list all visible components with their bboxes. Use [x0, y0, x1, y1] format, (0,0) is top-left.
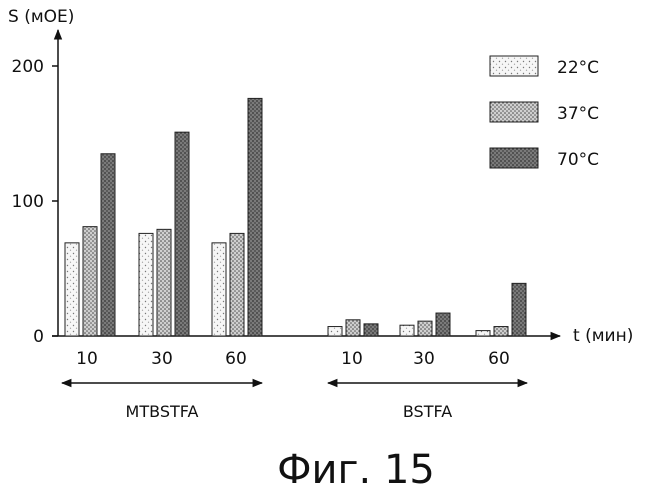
bar-37c-2 — [157, 229, 171, 336]
group-label: BSTFA — [403, 402, 452, 421]
x-tick-label: 10 — [76, 349, 98, 369]
legend-label: 22°C — [557, 58, 599, 78]
y-tick-label: 0 — [33, 327, 44, 347]
bar-70c-1 — [101, 154, 115, 336]
x-tick-label: 30 — [151, 349, 173, 369]
bar-22c-4 — [328, 327, 342, 336]
bar-37c-3 — [230, 233, 244, 336]
bar-70c-2 — [175, 132, 189, 336]
bar-37c-6 — [494, 327, 508, 336]
bar-37c-5 — [418, 321, 432, 336]
bar-70c-4 — [364, 324, 378, 336]
bar-22c-3 — [212, 243, 226, 336]
bar-22c-1 — [65, 243, 79, 336]
x-axis-label: t (мин) — [573, 326, 633, 346]
legend-swatch — [490, 102, 538, 122]
x-tick-label: 10 — [341, 349, 363, 369]
bar-37c-1 — [83, 227, 97, 336]
bar-22c-6 — [476, 331, 490, 336]
group-label: MTBSTFA — [126, 402, 199, 421]
bar-22c-5 — [400, 325, 414, 336]
y-tick-label: 100 — [12, 192, 44, 212]
bar-70c-6 — [512, 283, 526, 336]
bar-70c-5 — [436, 313, 450, 336]
x-tick-label: 30 — [413, 349, 435, 369]
legend-label: 37°C — [557, 104, 599, 124]
y-tick-label: 200 — [12, 57, 44, 77]
bar-37c-4 — [346, 320, 360, 336]
legend-label: 70°C — [557, 150, 599, 170]
x-tick-label: 60 — [488, 349, 510, 369]
legend-swatch — [490, 56, 538, 76]
bar-70c-3 — [248, 98, 262, 336]
x-tick-label: 60 — [225, 349, 247, 369]
y-axis-label: S (мОЕ) — [8, 7, 74, 27]
bar-22c-2 — [139, 233, 153, 336]
figure-caption: Фиг. 15 — [277, 447, 435, 493]
chart: S (мОЕ) t (мин) 0 100 200 10 30 60 10 30 60 MTB… — [0, 0, 653, 500]
legend-swatch — [490, 148, 538, 168]
